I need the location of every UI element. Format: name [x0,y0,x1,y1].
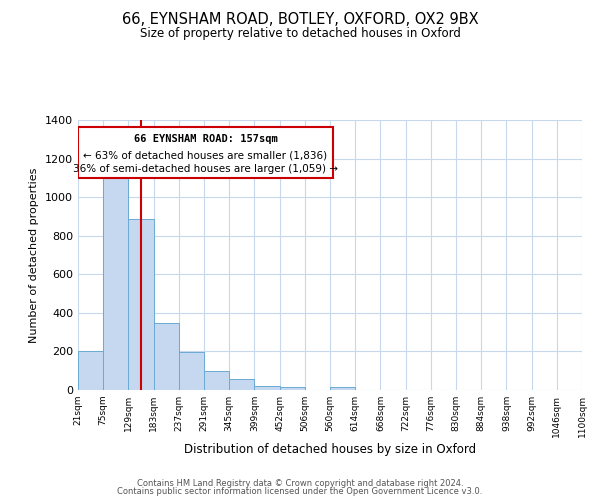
Text: 66 EYNSHAM ROAD: 157sqm: 66 EYNSHAM ROAD: 157sqm [134,134,277,144]
Text: 66, EYNSHAM ROAD, BOTLEY, OXFORD, OX2 9BX: 66, EYNSHAM ROAD, BOTLEY, OXFORD, OX2 9B… [122,12,478,28]
Bar [330,387,355,390]
Text: Contains public sector information licensed under the Open Government Licence v3: Contains public sector information licen… [118,487,482,496]
Bar [280,387,305,390]
Bar [254,386,280,390]
X-axis label: Distribution of detached houses by size in Oxford: Distribution of detached houses by size … [184,442,476,456]
FancyBboxPatch shape [79,126,332,178]
Bar [204,370,229,390]
Bar [179,352,204,390]
Bar [154,322,179,390]
Bar [103,174,128,390]
Bar [78,352,103,390]
Text: Size of property relative to detached houses in Oxford: Size of property relative to detached ho… [140,28,460,40]
Text: 36% of semi-detached houses are larger (1,059) →: 36% of semi-detached houses are larger (… [73,164,338,174]
Text: Contains HM Land Registry data © Crown copyright and database right 2024.: Contains HM Land Registry data © Crown c… [137,478,463,488]
Bar [229,380,254,390]
Y-axis label: Number of detached properties: Number of detached properties [29,168,40,342]
Text: ← 63% of detached houses are smaller (1,836): ← 63% of detached houses are smaller (1,… [83,151,328,161]
Bar [128,220,154,390]
